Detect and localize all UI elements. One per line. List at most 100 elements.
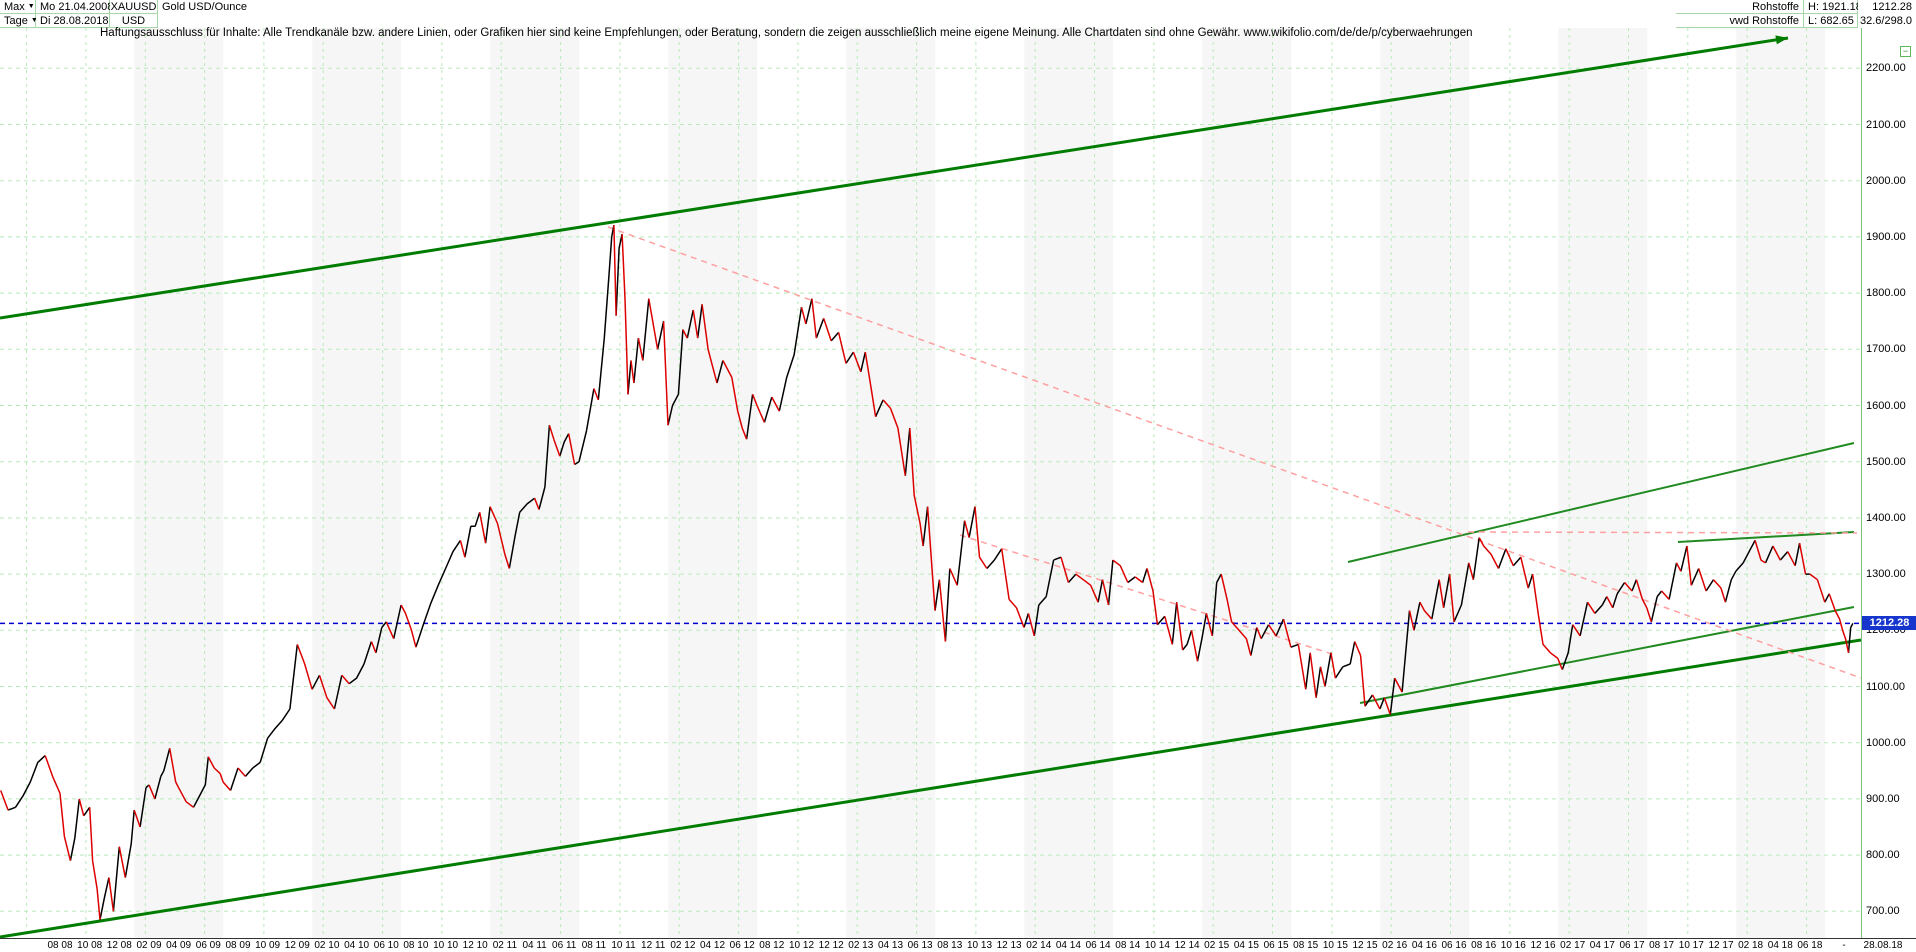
y-axis-label: 1800.00 xyxy=(1866,287,1906,299)
x-axis-label: 02 15 xyxy=(1204,940,1230,951)
x-axis-label: 02 18 xyxy=(1738,940,1764,951)
x-axis-label: 04 15 xyxy=(1233,940,1259,951)
background-band xyxy=(312,28,402,938)
x-axis-label: 06 18 xyxy=(1797,940,1823,951)
x-axis-label: 12 14 xyxy=(1174,940,1200,951)
x-axis-label: 06 11 xyxy=(552,940,577,951)
x-axis-label: 04 14 xyxy=(1055,940,1081,951)
background-band xyxy=(1380,28,1470,938)
x-axis-label: 08 08 xyxy=(47,940,73,951)
y-axis-label: 1500.00 xyxy=(1866,456,1906,468)
x-axis-end-date: 28.08.18 xyxy=(1863,940,1903,951)
price-series-down xyxy=(0,225,1850,920)
period-selector-label: Tage xyxy=(4,14,28,27)
x-axis-label: 10 09 xyxy=(255,940,281,951)
x-axis-label: 02 11 xyxy=(492,940,518,951)
disclaimer-text: Haftungsausschluss für Inhalte: Alle Tre… xyxy=(100,27,1473,39)
x-axis-label: 06 10 xyxy=(373,940,399,951)
x-axis-separator: - xyxy=(1842,940,1846,951)
trend-line-support-line[interactable] xyxy=(1359,606,1855,704)
range-selector-label: Max xyxy=(4,0,25,13)
y-axis-label: 1000.00 xyxy=(1866,737,1906,749)
trend-line-downtrend-from-peak[interactable] xyxy=(607,226,1861,679)
y-axis-label: 1300.00 xyxy=(1866,568,1906,580)
y-axis-label: 1600.00 xyxy=(1866,400,1906,412)
x-axis-label: 04 18 xyxy=(1767,940,1793,951)
x-axis-label: 04 11 xyxy=(522,940,547,951)
x-axis-label: 10 16 xyxy=(1500,940,1526,951)
symbol-label: XAUUSD xyxy=(110,0,158,14)
x-axis-label: 12 12 xyxy=(818,940,844,951)
x-axis-label: 04 16 xyxy=(1411,940,1437,951)
y-axis-label: 2000.00 xyxy=(1866,175,1906,187)
x-axis-label: 10 14 xyxy=(1144,940,1170,951)
trend-line-wedge-top[interactable] xyxy=(1347,442,1855,563)
background-band xyxy=(846,28,936,938)
x-axis-label: 04 12 xyxy=(699,940,726,951)
background-band xyxy=(1558,28,1648,938)
x-axis-label: 12 15 xyxy=(1352,940,1378,951)
x-axis-label: 10 11 xyxy=(611,940,636,951)
background-band xyxy=(490,28,580,938)
price-series xyxy=(0,224,1854,920)
date-axis[interactable]: 08 08 10 08 12 08 02 09 04 09 06 09 08 09 10 09… xyxy=(0,938,1916,952)
x-axis-label: 04 13 xyxy=(877,940,904,951)
range-selector[interactable]: Max ▼ xyxy=(0,0,36,14)
x-axis-label: 10 10 xyxy=(433,940,459,951)
y-axis-label: 1100.00 xyxy=(1866,681,1905,693)
x-axis-label: 06 09 xyxy=(195,940,221,951)
background-band xyxy=(1736,28,1826,938)
x-axis-label: 10 13 xyxy=(966,940,993,951)
y-axis-label: 2100.00 xyxy=(1866,119,1906,131)
x-axis-label: 08 13 xyxy=(937,940,963,951)
x-axis-label: 04 09 xyxy=(166,940,192,951)
x-axis-label: 08 15 xyxy=(1293,940,1319,951)
provider-label: vwd Rohstoffe xyxy=(1676,14,1804,28)
trend-line-channel-bottom[interactable] xyxy=(0,638,1861,938)
y-axis-label: 1400.00 xyxy=(1866,512,1906,524)
x-axis-label: 08 17 xyxy=(1649,940,1675,951)
x-axis-label: 02 17 xyxy=(1560,940,1586,951)
x-axis-label: 06 16 xyxy=(1441,940,1467,951)
collapse-panel-icon[interactable]: − xyxy=(1900,46,1911,57)
x-axis-label: 12 08 xyxy=(106,940,132,951)
x-axis-label: 08 16 xyxy=(1471,940,1497,951)
x-axis-label: 08 10 xyxy=(403,940,429,951)
x-axis-label: 10 17 xyxy=(1678,940,1704,951)
trend-line-channel-top[interactable] xyxy=(0,36,1789,320)
x-axis-label: 06 14 xyxy=(1085,940,1111,951)
change-info: 32.6/298.0 xyxy=(1858,14,1916,28)
x-axis-label: 08 14 xyxy=(1115,940,1141,951)
x-axis-label: 12 10 xyxy=(462,940,488,951)
background-band xyxy=(1024,28,1114,938)
instrument-name: Gold USD/Ounce xyxy=(158,0,658,14)
x-axis-label: 06 12 xyxy=(729,940,755,951)
y-axis-label: 700.00 xyxy=(1866,905,1900,917)
price-axis[interactable]: − 1212.28 2200.00 2100.00 2000.00 1900.00 18… xyxy=(1861,28,1916,938)
x-axis-label: 06 17 xyxy=(1619,940,1645,951)
background-band xyxy=(1202,28,1292,938)
y-axis-label: 800.00 xyxy=(1866,849,1900,861)
period-selector[interactable]: Tage ▼ xyxy=(0,14,38,28)
x-axis-label: 12 11 xyxy=(641,940,666,951)
price-chart-canvas[interactable] xyxy=(0,28,1861,938)
x-axis-label: 12 13 xyxy=(996,940,1022,951)
trend-line-resistance-horizontal[interactable] xyxy=(1467,531,1858,534)
x-axis-label: 02 13 xyxy=(848,940,874,951)
trend-line-arrowhead-icon xyxy=(1775,35,1788,45)
category-label: Rohstoffe xyxy=(1676,0,1804,14)
x-axis-label: 12 16 xyxy=(1530,940,1556,951)
x-axis-label: 06 13 xyxy=(907,940,933,951)
y-axis-label: 900.00 xyxy=(1866,793,1900,805)
x-axis-label: 02 14 xyxy=(1026,940,1052,951)
chevron-down-icon: ▼ xyxy=(30,17,38,24)
period-low: L: 682.65 xyxy=(1804,14,1858,28)
x-axis-label: 02 09 xyxy=(136,940,162,951)
price-series-up xyxy=(7,224,1854,920)
x-axis-label: 06 15 xyxy=(1263,940,1289,951)
x-axis-label: 08 09 xyxy=(225,940,251,951)
y-axis-label: 1700.00 xyxy=(1866,343,1906,355)
x-axis-label: 10 08 xyxy=(77,940,103,951)
x-axis-label: 02 10 xyxy=(314,940,340,951)
